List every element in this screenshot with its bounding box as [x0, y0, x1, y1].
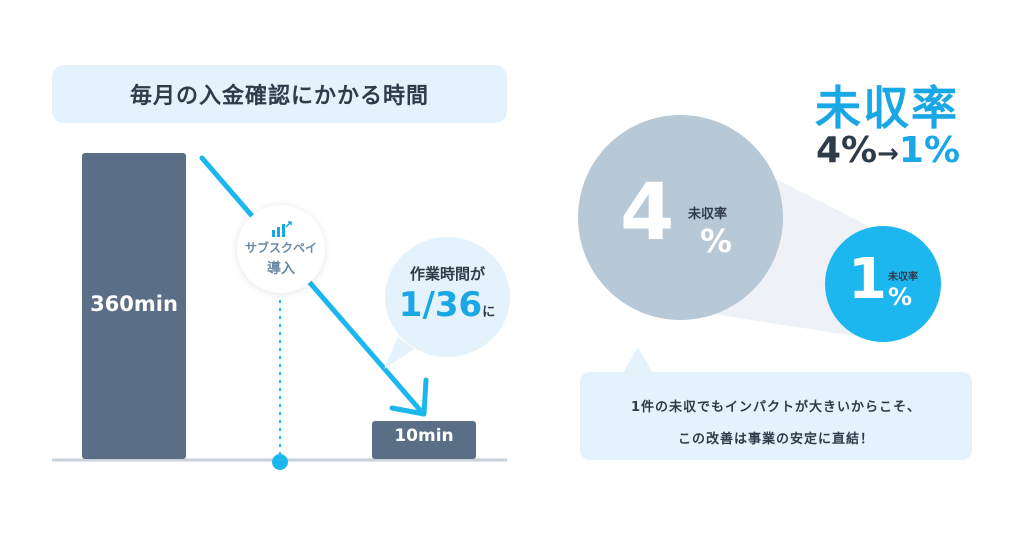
callout-text: 作業時間が — [409, 265, 485, 283]
after-rate-label: 未収率 — [888, 272, 918, 283]
after-rate-number: 1 — [848, 247, 887, 312]
chart-icon — [272, 220, 292, 237]
bar-value-label-360: 360min — [90, 292, 178, 316]
before-rate-circle — [578, 115, 783, 320]
note-line-1: 1件の未収でもインパクトが大きいからこそ、 — [630, 400, 922, 415]
rate-arrow: → — [877, 139, 899, 169]
rate-title: 未収率 — [815, 81, 959, 135]
brand-name: サブスクペイ — [244, 240, 317, 255]
bar-10min — [372, 421, 476, 459]
bar-value-label-10: 10min — [394, 426, 454, 446]
callout-bubble — [385, 237, 510, 357]
bar-360min — [82, 153, 186, 459]
note-line-2: この改善は事業の安定に直結！ — [677, 432, 874, 447]
before-rate-number: 4 — [620, 168, 675, 258]
note-box — [580, 372, 972, 460]
speech-tail — [384, 337, 414, 369]
after-rate-circle — [825, 226, 941, 342]
before-rate-percent: % — [700, 222, 733, 260]
brand-bubble: サブスクペイ 導入 — [237, 205, 325, 293]
chart-title-box: 毎月の入金確認にかかる時間 — [52, 65, 507, 123]
rate-change: 4%→1% — [816, 130, 960, 171]
trend-arrow-line — [199, 155, 423, 413]
bar-chart — [52, 153, 507, 470]
callout-suffix: に — [482, 305, 496, 320]
callout-ratio-line: 1/36に — [392, 285, 502, 325]
intro-marker-dot — [272, 454, 288, 470]
note-tail — [622, 347, 654, 375]
after-rate-percent: % — [888, 283, 913, 311]
chart-title: 毎月の入金確認にかかる時間 — [129, 84, 429, 109]
rate-before: 4% — [816, 130, 878, 171]
callout-ratio: 1/36 — [398, 285, 483, 325]
rate-after: 1% — [898, 130, 961, 171]
before-rate-label: 未収率 — [688, 207, 728, 222]
trend-arrow-head — [389, 377, 429, 417]
brand-intro-label: 導入 — [267, 260, 295, 277]
